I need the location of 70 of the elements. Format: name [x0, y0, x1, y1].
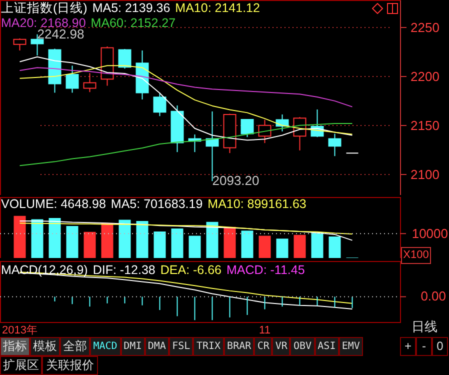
series-label: MA10: 899161.63	[208, 197, 306, 212]
text: BRAR	[224, 337, 254, 356]
text: FSL	[169, 337, 194, 356]
bar	[224, 226, 236, 258]
text: MACD	[90, 337, 121, 356]
text: DMI	[120, 337, 145, 356]
text: +	[400, 337, 416, 356]
y-tick-label: 2200	[410, 68, 440, 84]
bar	[258, 236, 271, 258]
text: MA5: 2139.36	[92, 1, 170, 16]
text: 日线	[410, 318, 438, 336]
candlestick	[66, 65, 79, 94]
bar	[14, 216, 26, 258]
text: 10000	[410, 225, 448, 243]
candlestick	[258, 119, 272, 144]
y-tick-label: 2150	[410, 118, 440, 133]
series-label: DIF: -12.38	[92, 263, 156, 278]
chart-title: VOLUME: 4648.98	[1, 197, 106, 212]
text: 0	[432, 337, 448, 356]
bar	[101, 223, 114, 258]
line-series	[19, 67, 353, 108]
y-tick-label: 2100	[410, 166, 440, 182]
bar	[84, 232, 96, 258]
series-label: MA5: 701683.19	[110, 197, 203, 212]
text: CR	[254, 337, 272, 356]
bar	[294, 234, 306, 258]
candlestick	[13, 38, 26, 51]
text: 模板	[30, 337, 60, 356]
text: EMV	[338, 337, 363, 356]
bar	[241, 230, 254, 258]
chart-subtitle: MACD: -11.45	[226, 263, 305, 278]
x-tick-label: 2013年	[2, 324, 38, 336]
text: X100	[401, 247, 431, 264]
text: MA10: 2141.12	[175, 1, 260, 16]
text: 指标	[0, 337, 30, 356]
text: 全部	[60, 337, 90, 356]
chart-title: MACD(12,26,9)	[1, 263, 88, 278]
ref-line-label: 0.00	[420, 288, 446, 304]
chart-title: 上证指数(日线)	[1, 1, 88, 16]
candlestick	[240, 118, 254, 138]
text: MA60: 2152.27	[90, 16, 176, 31]
text: VR	[272, 337, 290, 356]
text: OBV	[290, 337, 315, 356]
text: -	[416, 337, 432, 356]
bar	[118, 220, 131, 258]
candlestick	[153, 92, 166, 117]
y-tick-label: 2250	[410, 20, 440, 35]
bar	[48, 218, 61, 258]
candlestick	[83, 72, 96, 93]
bar	[276, 238, 288, 258]
text: TRIX	[193, 337, 224, 356]
bar	[188, 236, 201, 258]
text: DMA	[144, 337, 169, 356]
text: ASI	[314, 337, 339, 356]
bar	[171, 228, 184, 258]
bar	[311, 232, 324, 258]
bar	[328, 236, 341, 258]
bar	[66, 226, 78, 258]
series-label: DEA: -6.66	[160, 263, 222, 278]
candlestick	[118, 48, 132, 70]
bar	[136, 220, 148, 258]
annotation: 2093.20	[212, 173, 260, 188]
bar	[154, 231, 166, 258]
bar	[31, 219, 44, 258]
bar	[206, 222, 218, 258]
line-series	[19, 56, 353, 141]
x-tick-label: 11	[259, 324, 270, 336]
text: 扩展区	[0, 356, 42, 375]
candlestick	[328, 133, 342, 157]
text: 关联报价	[42, 356, 98, 375]
